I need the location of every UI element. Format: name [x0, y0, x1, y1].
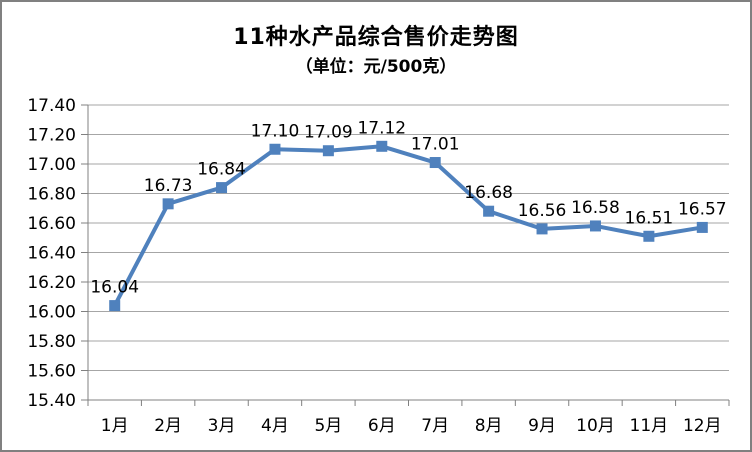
data-label: 17.12 — [357, 118, 406, 138]
y-axis-label: 16.20 — [27, 273, 76, 293]
x-axis-label: 5月 — [314, 416, 342, 436]
data-label: 17.01 — [411, 135, 460, 155]
chart-subtitle: （单位：元/500克） — [295, 57, 457, 77]
x-axis-label: 3月 — [208, 416, 236, 436]
data-point-marker — [536, 223, 548, 235]
data-point-marker — [269, 143, 281, 155]
data-point-marker — [589, 220, 601, 232]
data-point-marker — [696, 221, 708, 233]
data-label: 17.09 — [304, 123, 353, 143]
x-axis-label: 6月 — [368, 416, 396, 436]
x-axis-label: 8月 — [475, 416, 503, 436]
x-axis-label: 9月 — [528, 416, 556, 436]
data-label: 16.57 — [678, 199, 727, 219]
x-axis-label: 11月 — [630, 416, 669, 436]
x-axis-label: 12月 — [683, 416, 722, 436]
data-label: 16.73 — [144, 176, 193, 196]
data-point-marker — [483, 205, 495, 217]
y-axis-label: 17.20 — [27, 126, 76, 146]
data-point-marker — [376, 140, 388, 152]
data-point-marker — [429, 157, 441, 169]
data-label: 17.10 — [251, 121, 300, 141]
data-label: 16.04 — [90, 278, 139, 298]
chart-title: 11种水产品综合售价走势图 — [233, 25, 519, 50]
x-axis-label: 10月 — [576, 416, 615, 436]
data-point-marker — [109, 300, 121, 312]
series-line — [112, 144, 705, 308]
y-axis-label: 16.00 — [27, 303, 76, 323]
x-axis-label: 4月 — [261, 416, 289, 436]
x-axis-label: 7月 — [421, 416, 449, 436]
y-axis-label: 15.60 — [27, 362, 76, 382]
data-label: 16.68 — [464, 183, 513, 203]
x-axis-label: 1月 — [101, 416, 129, 436]
data-point-marker — [643, 230, 655, 242]
data-label: 16.58 — [571, 198, 620, 218]
y-axis-label: 16.60 — [27, 214, 76, 234]
y-axis-label: 15.40 — [27, 391, 76, 411]
y-axis-label: 16.40 — [27, 244, 76, 264]
data-point-marker — [162, 198, 174, 210]
y-axis-label: 17.40 — [27, 96, 76, 116]
data-label: 16.51 — [625, 208, 674, 228]
y-axis-label: 16.80 — [27, 185, 76, 205]
data-label: 16.56 — [518, 201, 567, 221]
data-label: 16.84 — [197, 160, 246, 180]
data-point-marker — [216, 182, 228, 194]
y-axis-label: 17.00 — [27, 155, 76, 175]
y-axis-label: 15.80 — [27, 332, 76, 352]
data-point-marker — [322, 145, 334, 157]
x-axis-label: 2月 — [154, 416, 182, 436]
